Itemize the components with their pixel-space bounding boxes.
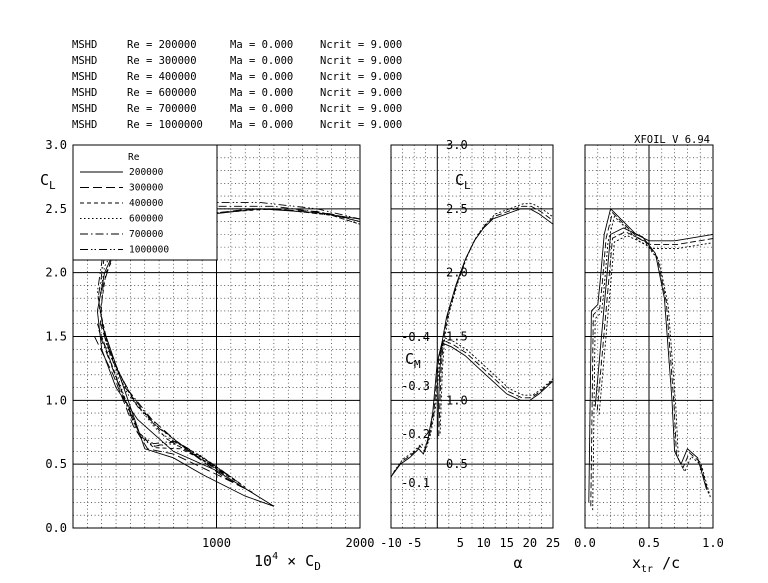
x-axis-label: 104 × CD [254,551,321,573]
cl-alpha-curves [391,203,553,478]
x-tick-label: 5 [457,536,464,550]
header-airfoil: MSHD [72,103,97,115]
x-tick-label: 10 [476,536,490,550]
y-tick-label: 2.5 [446,202,468,216]
header-airfoil: MSHD [72,55,97,67]
header-ma: Ma = 0.000 [230,71,293,83]
cm-tick-label: -0.3 [401,379,430,393]
header-re: Re = 700000 [127,103,197,115]
y-tick-label: 1.5 [45,330,67,344]
header-ncrit: Ncrit = 9.000 [320,39,402,51]
y-tick-label: 2.0 [446,266,468,280]
cl-alpha-series-CM [391,342,553,478]
y-tick-label: 1.5 [446,330,468,344]
header-ma: Ma = 0.000 [230,87,293,99]
y-axis-label-sub: L [49,179,56,192]
y-tick-label: 0.5 [446,457,468,471]
transition-series-upper [592,215,713,511]
panel-frame [584,144,714,529]
y-tick-label: 3.0 [45,138,67,152]
y-tick-label: 1.0 [446,393,468,407]
x-tick-label: 25 [546,536,560,550]
x-tick-label: 1.0 [702,536,724,550]
header-re: Re = 300000 [127,55,197,67]
header-re: Re = 400000 [127,71,197,83]
x-tick-label: 2000 [346,536,375,550]
header-re: Re = 200000 [127,39,197,51]
header-airfoil: MSHD [72,39,97,51]
x-tick-label: 0.0 [574,536,596,550]
y-axis-label: CL [40,171,56,192]
header-ncrit: Ncrit = 9.000 [320,119,402,131]
legend-label-1000000: 1000000 [129,245,169,256]
transition-panel: 0.0 0.5 1.0 xtr /c [574,144,724,575]
cm-tick-label: -0.4 [401,330,430,344]
legend-title: Re [128,152,140,163]
cl-alpha-series-CM [393,337,553,473]
transition-series-lower [596,231,709,494]
header-ma: Ma = 0.000 [230,55,293,67]
x-tick-label: -10 [380,536,402,550]
header-re: Re = 600000 [127,87,197,99]
y-tick-label: 2.0 [45,266,67,280]
transition-series-upper [590,211,713,507]
version-label: XFOIL V 6.94 [634,134,710,146]
transition-curves [588,207,713,511]
legend: Re 200000 300000 400000 600000 700000 1000000 [72,144,218,261]
transition-series-lower [594,227,708,490]
legend-box [72,144,218,261]
legend-label-300000: 300000 [129,183,164,194]
header-ma: Ma = 0.000 [230,39,293,51]
header-airfoil: MSHD [72,119,97,131]
x-tick-label: 0.5 [638,536,660,550]
panel-frame [390,144,554,529]
transition-series-lower [598,235,711,498]
header-ncrit: Ncrit = 9.000 [320,103,402,115]
cl-alpha-series-CL [439,203,553,434]
legend-label-400000: 400000 [129,198,164,209]
cl-alpha-series-CM [392,339,553,475]
header-airfoil: MSHD [72,87,97,99]
x-axis-label: α [513,554,522,572]
legend-label-200000: 200000 [129,167,164,178]
header-ncrit: Ncrit = 9.000 [320,71,402,83]
cm-axis-label: CM [405,350,421,371]
x-tick-label: -5 [407,536,421,550]
y-axis-label: CL [455,171,471,192]
polar-series-1000000 [96,201,360,475]
legend-label-600000: 600000 [129,214,164,225]
x-tick-label: 15 [499,536,513,550]
cm-tick-label: -0.1 [401,476,430,490]
y-tick-label: 1.0 [45,393,67,407]
x-tick-label: 1000 [202,536,231,550]
transition-series-upper [588,207,713,503]
cm-tick-label: -0.2 [401,427,430,441]
y-tick-label: 3.0 [446,138,468,152]
y-tick-label: 2.5 [45,202,67,216]
cl-alpha-panel: -10 -5 5 10 15 20 25 0.5 1.0 1.5 2.0 2.5 3.0 -0.4 -0.3… [380,138,560,572]
header-ma: Ma = 0.000 [230,103,293,115]
legend-label-700000: 700000 [129,229,164,240]
header-ma: Ma = 0.000 [230,119,293,131]
header-ncrit: Ncrit = 9.000 [320,87,402,99]
header-airfoil: MSHD [72,71,97,83]
header-ncrit: Ncrit = 9.000 [320,55,402,67]
header-re: Re = 1000000 [127,119,203,131]
y-tick-label: 0.0 [45,521,67,535]
x-tick-label: 20 [523,536,537,550]
x-axis-label: xtr /c [632,554,680,575]
y-tick-label: 0.5 [45,457,67,471]
header-block: MSHD Re = 200000 Ma = 0.000 Ncrit = 9.000 MS… [72,39,402,131]
